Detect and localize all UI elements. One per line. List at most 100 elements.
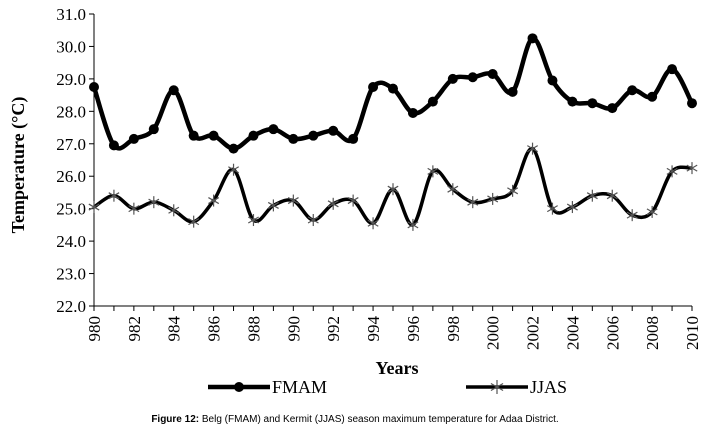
- y-tick-label: 28.0: [56, 102, 86, 121]
- x-tick-label: 2002: [524, 316, 543, 350]
- jjas-point: [686, 162, 698, 175]
- x-tick-label: 980: [85, 316, 104, 342]
- fmam-point: [627, 85, 638, 96]
- fmam-point: [108, 140, 119, 151]
- jjas-point: [387, 183, 399, 196]
- jjas-point: [586, 189, 598, 202]
- legend-label-fmam: FMAM: [272, 377, 327, 397]
- fmam-point: [268, 124, 279, 135]
- x-tick-label: 992: [324, 316, 343, 342]
- fmam-point: [607, 103, 618, 114]
- y-tick-label: 29.0: [56, 70, 86, 89]
- x-tick-label: 996: [404, 316, 423, 342]
- jjas-point: [427, 165, 439, 178]
- jjas-point: [188, 215, 200, 228]
- jjas-point: [168, 204, 180, 217]
- x-axis-ticks: 980 982 984 986 988 990 992 994 996 998 2000 2002 20…: [85, 306, 702, 350]
- jjas-point: [407, 218, 419, 231]
- x-tick-label: 990: [284, 316, 303, 342]
- fmam-point: [647, 91, 658, 102]
- jjas-point: [88, 201, 100, 214]
- jjas-point: [228, 163, 240, 176]
- figure-caption: Figure 12: Belg (FMAM) and Kermit (JJAS)…: [0, 414, 710, 425]
- fmam-point: [328, 125, 339, 136]
- y-tick-label: 23.0: [56, 265, 86, 284]
- y-tick-label: 26.0: [56, 167, 86, 186]
- fmam-point: [467, 72, 478, 83]
- y-tick-label: 25.0: [56, 200, 86, 219]
- jjas-point: [347, 194, 359, 207]
- fmam-point: [89, 82, 99, 92]
- jjas-point: [367, 217, 379, 230]
- y-tick-label: 31.0: [56, 5, 86, 24]
- fmam-point: [188, 130, 199, 141]
- fmam-point: [587, 98, 598, 109]
- fmam-point: [128, 133, 139, 144]
- legend-item-fmam: FMAM: [208, 377, 327, 397]
- jjas-point: [247, 214, 259, 227]
- series-layer: [88, 33, 698, 231]
- fmam-point: [487, 69, 498, 80]
- caption-label: Figure 12:: [151, 414, 200, 425]
- fmam-point: [208, 130, 219, 141]
- jjas-point: [307, 214, 319, 227]
- legend-label-jjas: JJAS: [530, 377, 567, 397]
- x-tick-label: 994: [364, 316, 383, 342]
- y-tick-label: 30.0: [56, 37, 86, 56]
- jjas-point: [507, 184, 519, 197]
- fmam-point: [687, 98, 697, 109]
- legend-marker-jjas: [490, 380, 504, 394]
- jjas-point: [646, 205, 658, 218]
- fmam-point: [427, 96, 438, 107]
- fmam-point: [388, 83, 398, 94]
- x-tick-label: 2008: [643, 316, 662, 350]
- legend-item-jjas: JJAS: [466, 377, 567, 397]
- jjas-point: [267, 199, 279, 212]
- x-tick-label: 988: [244, 316, 263, 342]
- jjas-point: [527, 142, 539, 155]
- fmam-point: [368, 82, 379, 92]
- legend: FMAM JJAS: [208, 377, 567, 397]
- fmam-point: [547, 75, 558, 86]
- x-axis-title: Years: [376, 358, 419, 378]
- jjas-point: [447, 183, 459, 196]
- x-tick-label: 984: [165, 316, 184, 342]
- legend-marker-fmam: [234, 382, 244, 392]
- fmam-point: [567, 96, 578, 107]
- jjas-point: [467, 196, 479, 209]
- x-tick-label: 2010: [683, 316, 702, 350]
- x-tick-label: 986: [205, 316, 224, 342]
- jjas-point: [108, 189, 120, 202]
- jjas-point: [208, 194, 220, 207]
- fmam-point: [308, 130, 319, 141]
- x-tick-label: 2000: [484, 316, 503, 350]
- fmam-point: [527, 33, 538, 44]
- fmam-point: [148, 124, 159, 135]
- jjas-point: [606, 189, 618, 202]
- x-tick-label: 2004: [563, 316, 582, 351]
- fmam-point: [507, 86, 518, 97]
- jjas-point: [487, 192, 499, 205]
- fmam-point: [447, 73, 458, 84]
- x-tick-label: 2006: [603, 316, 622, 350]
- plot-area: [93, 14, 692, 307]
- caption-text: Belg (FMAM) and Kermit (JJAS) season max…: [201, 414, 559, 425]
- y-axis-ticks: 22.0 23.0 24.0 25.0 26.0 27.0 28.0 29.0 30.0 31.0: [56, 5, 94, 316]
- fmam-point: [288, 133, 299, 144]
- jjas-point: [287, 194, 299, 207]
- y-tick-label: 27.0: [56, 135, 86, 154]
- fmam-point: [228, 143, 239, 154]
- y-axis-title: Temperature (°C): [8, 97, 29, 234]
- y-tick-label: 22.0: [56, 297, 86, 316]
- series-fmam: [89, 33, 697, 154]
- fmam-point: [667, 64, 678, 75]
- jjas-point: [566, 201, 578, 214]
- jjas-point: [546, 202, 558, 215]
- y-tick-label: 24.0: [56, 232, 86, 251]
- series-jjas: [88, 142, 698, 231]
- fmam-point: [407, 107, 418, 118]
- x-tick-label: 982: [125, 316, 144, 342]
- x-tick-label: 998: [444, 316, 463, 342]
- fmam-point: [248, 130, 259, 141]
